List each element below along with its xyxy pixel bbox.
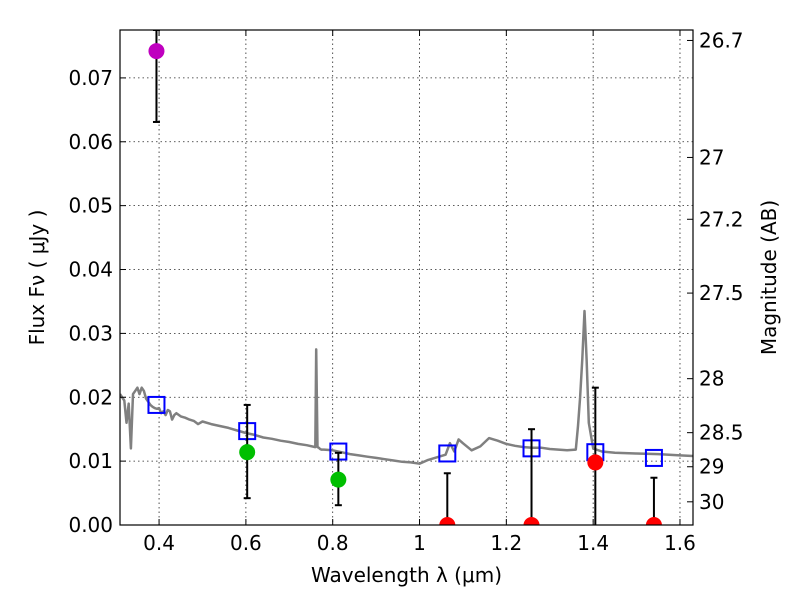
x-axis-label: Wavelength λ (μm): [311, 563, 502, 587]
magnitude-axis-label: Magnitude (AB): [757, 200, 781, 355]
observed-flux-point: [148, 43, 165, 60]
y-tick-label: 0.07: [68, 66, 113, 90]
observed-flux-point: [439, 517, 456, 525]
mag-tick-label: 27.5: [699, 281, 744, 305]
x-tick-label: 0.6: [230, 531, 262, 555]
y-tick-label: 0.00: [68, 513, 113, 537]
x-tick-label: 0.8: [317, 531, 349, 555]
y-tick-label: 0.01: [68, 449, 113, 473]
x-tick-label: 1: [413, 531, 426, 555]
plot-frame: [119, 29, 694, 526]
observed-flux-point: [330, 471, 347, 488]
mag-tick-label: 28.5: [699, 421, 744, 445]
plot-background: [120, 30, 693, 525]
mag-tick-label: 30: [699, 490, 724, 514]
model-photometry-square: [644, 448, 663, 467]
y-tick-label: 0.05: [68, 194, 113, 218]
x-tick-label: 1.4: [577, 531, 609, 555]
mag-tick-label: 26.7: [699, 28, 744, 52]
x-tick-label: 0.4: [143, 531, 175, 555]
data-layer: [120, 30, 693, 525]
model-photometry-square: [438, 444, 457, 463]
x-tick-label: 1.6: [664, 531, 696, 555]
observed-flux-point: [587, 454, 604, 471]
observed-flux-point: [645, 517, 662, 525]
y-axis-label: Flux Fν ( μJy ): [25, 210, 49, 346]
x-tick-label: 1.2: [490, 531, 522, 555]
mag-tick-label: 28: [699, 367, 724, 391]
observed-flux-point: [239, 444, 256, 461]
y-tick-label: 0.03: [68, 321, 113, 345]
y-tick-label: 0.04: [68, 258, 113, 282]
mag-tick-label: 27: [699, 145, 724, 169]
y-tick-label: 0.02: [68, 385, 113, 409]
observed-flux-point: [523, 517, 540, 525]
mag-tick-label: 27.2: [699, 207, 744, 231]
model-spectrum-line: [120, 309, 693, 465]
mag-tick-label: 29: [699, 455, 724, 479]
y-tick-label: 0.06: [68, 130, 113, 154]
model-photometry-square: [147, 395, 166, 414]
